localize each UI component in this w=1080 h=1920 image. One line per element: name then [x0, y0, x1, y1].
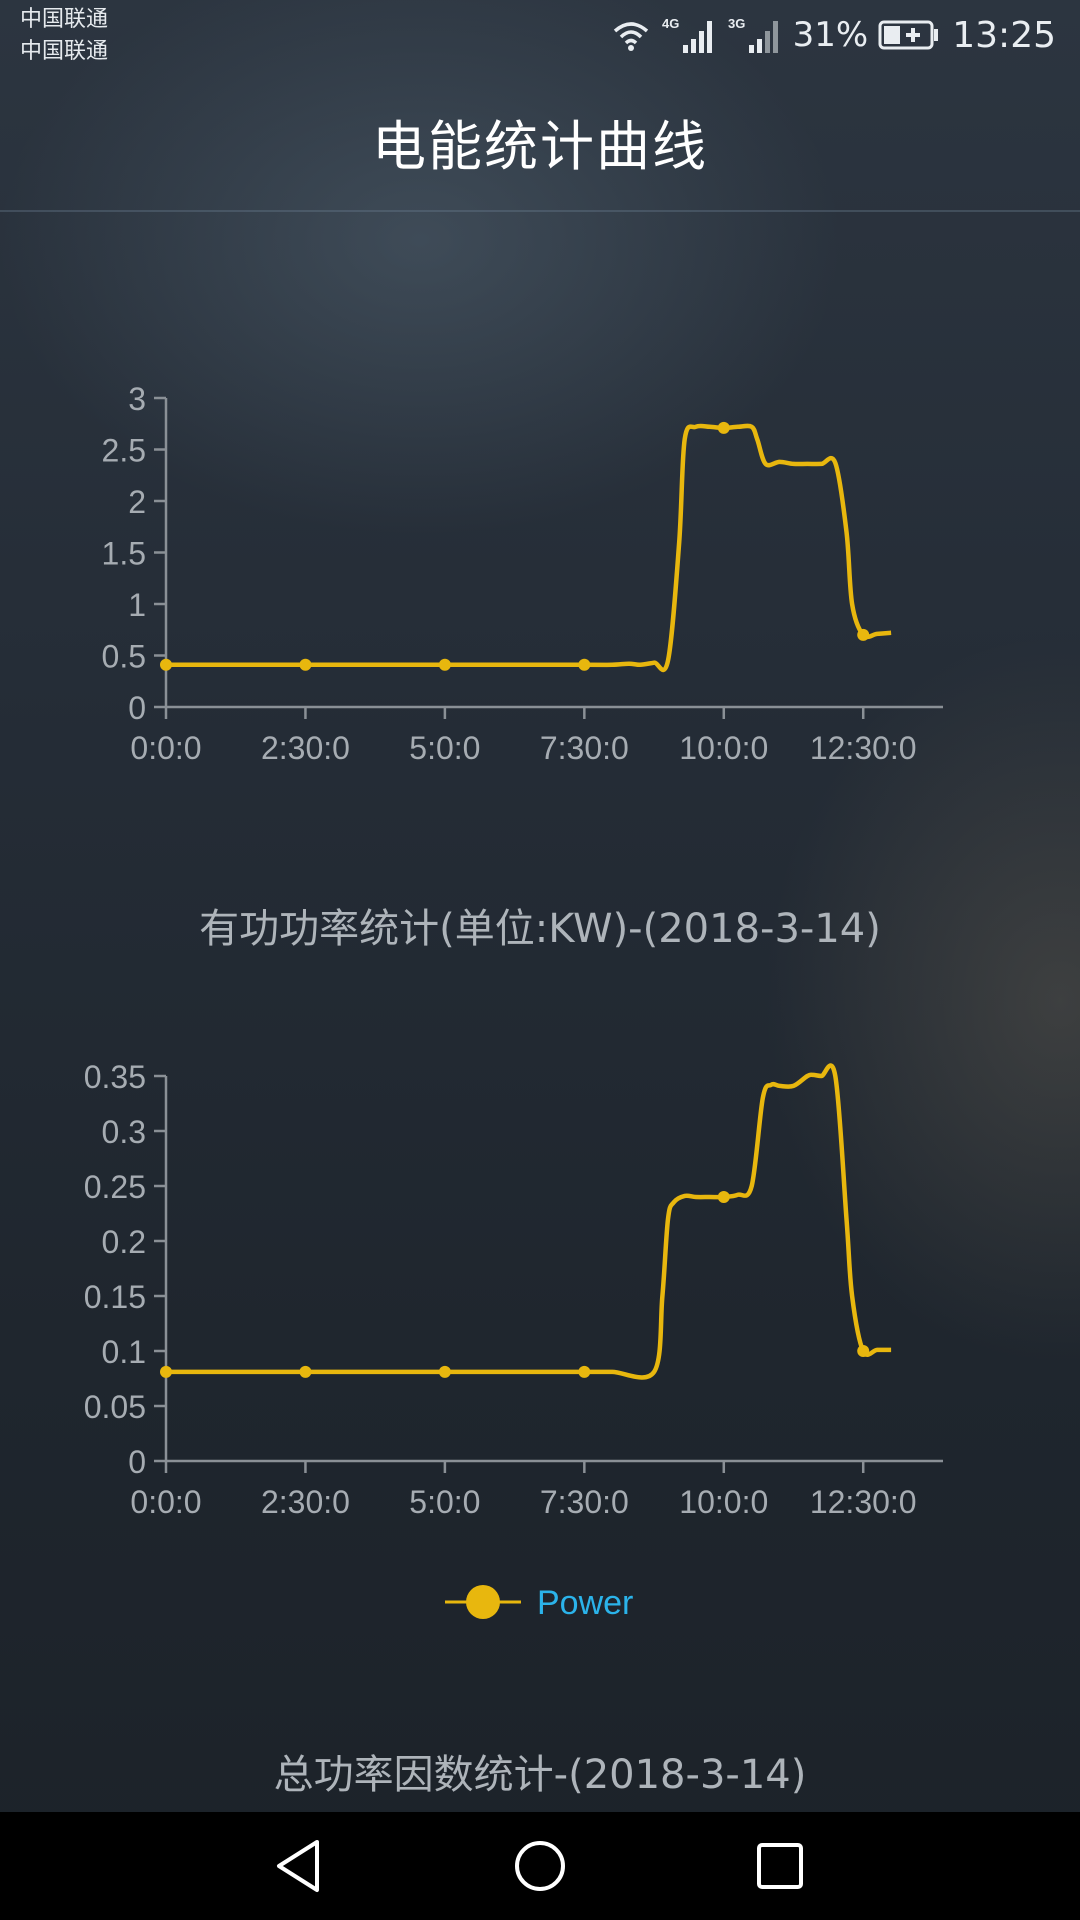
power-chart-title: 有功功率统计(单位:KW)-(2018-3-14)	[199, 906, 881, 952]
x-tick-label: 0:0:0	[130, 1484, 201, 1520]
battery-icon	[878, 20, 939, 50]
carrier-label: 中国联通	[20, 7, 109, 32]
legend-marker-swatch	[466, 1585, 500, 1619]
clock: 13:25	[952, 14, 1056, 56]
current-line-chart: 0 0.5 1 1.5 2 2.5 3 0:0:0 2:30:0 5:0:0 7:30:0 10:0:…	[102, 381, 943, 766]
power-line-chart: 0 0.05 0.1 0.15 0.2 0.25 0.3 0.35 0:0:0 2:30:0 5:0…	[84, 1059, 943, 1622]
home-icon[interactable]	[505, 1834, 575, 1898]
data-point	[578, 1365, 591, 1378]
cellular-signal-icon: 3G	[728, 16, 778, 53]
wifi-icon	[613, 22, 648, 51]
y-tick-label: 3	[128, 381, 146, 417]
data-point	[438, 1365, 451, 1378]
x-tick-label: 7:30:0	[540, 1484, 629, 1520]
battery-percentage: 31%	[792, 15, 869, 55]
y-tick-label: 0.1	[102, 1334, 146, 1370]
y-tick-label: 0.05	[84, 1389, 146, 1425]
x-tick-label: 5:0:0	[409, 1484, 480, 1520]
power-factor-chart-title: 总功率因数统计-(2018-3-14)	[273, 1752, 807, 1798]
x-tick-label: 2:30:0	[261, 1484, 350, 1520]
y-tick-label: 0	[128, 1444, 146, 1480]
data-point	[299, 1365, 312, 1378]
y-tick-label: 0.35	[84, 1059, 146, 1095]
series-line-i	[166, 423, 892, 673]
data-point	[160, 1365, 172, 1378]
x-tick-label: 12:30:0	[810, 1484, 917, 1520]
data-point	[857, 1345, 870, 1357]
navigation-bar	[0, 1812, 1080, 1920]
data-point	[299, 658, 312, 671]
back-icon[interactable]	[265, 1834, 335, 1898]
carrier-label: 中国联通	[20, 39, 109, 64]
x-tick-label: 0:0:0	[130, 730, 201, 766]
series-line-power	[166, 1063, 892, 1380]
chart-scroll-area[interactable]: 0 0.5 1 1.5 2 2.5 3 0:0:0 2:30:0 5:0:0 7:30:0 10:0:…	[0, 210, 1080, 1812]
y-tick-label: 0.3	[102, 1114, 146, 1150]
y-tick-label: 0.5	[102, 639, 146, 675]
data-point	[857, 628, 870, 641]
data-point	[160, 658, 172, 671]
x-tick-label: 7:30:0	[540, 730, 629, 766]
status-icons: 4G 3G 31% 13:25	[601, 10, 1056, 60]
x-tick-label: 10:0:0	[679, 730, 768, 766]
cellular-signal-icon: 4G	[662, 16, 712, 53]
data-point	[578, 658, 591, 671]
y-tick-label: 1	[128, 587, 146, 623]
app-header: 电能统计曲线	[0, 72, 1080, 212]
status-bar: 中国联通 中国联通 4G 3G 31%	[0, 0, 1080, 72]
network-type-label: 4G	[662, 16, 679, 31]
data-point	[717, 1191, 730, 1203]
y-tick-label: 0	[128, 690, 146, 726]
legend-label: Power	[537, 1584, 633, 1622]
y-tick-label: 0.25	[84, 1169, 146, 1205]
y-tick-label: 1.5	[102, 536, 146, 572]
x-tick-label: 2:30:0	[261, 730, 350, 766]
x-tick-label: 12:30:0	[810, 730, 917, 766]
y-tick-label: 0.15	[84, 1279, 146, 1315]
page-title: 电能统计曲线	[372, 115, 708, 178]
data-point	[438, 658, 451, 671]
y-tick-label: 0.2	[102, 1224, 146, 1260]
y-tick-label: 2	[128, 484, 146, 520]
x-tick-label: 10:0:0	[679, 1484, 768, 1520]
network-type-label: 3G	[728, 16, 745, 31]
x-tick-label: 5:0:0	[409, 730, 480, 766]
y-tick-label: 2.5	[102, 433, 146, 469]
recent-apps-icon[interactable]	[745, 1834, 815, 1898]
data-point	[717, 421, 730, 434]
